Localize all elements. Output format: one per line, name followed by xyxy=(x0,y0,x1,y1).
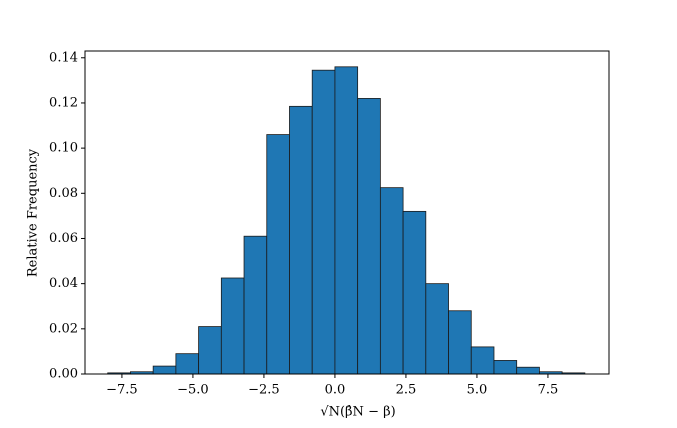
x-tick-label: −7.5 xyxy=(106,383,138,398)
y-axis-label: Relative Frequency xyxy=(26,148,41,277)
x-tick-label: −2.5 xyxy=(248,383,280,398)
y-tick-label: 0.12 xyxy=(49,95,78,110)
x-axis-label: √N(β̂N − β) xyxy=(320,405,395,420)
bar xyxy=(198,326,222,375)
bar xyxy=(175,353,200,375)
y-tick-label: 0.08 xyxy=(49,186,78,201)
bar xyxy=(516,366,540,375)
plot-frame xyxy=(84,50,610,375)
y-tick-label: 0.00 xyxy=(49,367,78,382)
bar xyxy=(402,210,427,375)
bar xyxy=(220,277,245,375)
bar xyxy=(425,283,449,375)
bar xyxy=(493,360,518,375)
x-tick-label: −5.0 xyxy=(177,383,209,398)
x-tick-label: 5.0 xyxy=(467,383,488,398)
y-tick-label: 0.10 xyxy=(49,141,78,156)
bar xyxy=(289,105,313,375)
bar xyxy=(266,134,290,375)
y-tick-label: 0.14 xyxy=(49,50,78,65)
bar xyxy=(470,346,495,375)
bar xyxy=(448,310,472,375)
bar xyxy=(334,66,359,375)
y-tick-label: 0.04 xyxy=(49,276,78,291)
bar xyxy=(152,365,177,375)
bar xyxy=(357,98,381,375)
y-tick-label: 0.02 xyxy=(49,321,78,336)
bar xyxy=(243,235,268,375)
x-tick-label: 0.0 xyxy=(325,383,346,398)
bar xyxy=(311,69,336,375)
y-tick-label: 0.06 xyxy=(49,231,78,246)
x-tick-label: 2.5 xyxy=(396,383,417,398)
bar xyxy=(379,187,404,375)
x-tick-label: 7.5 xyxy=(538,383,559,398)
